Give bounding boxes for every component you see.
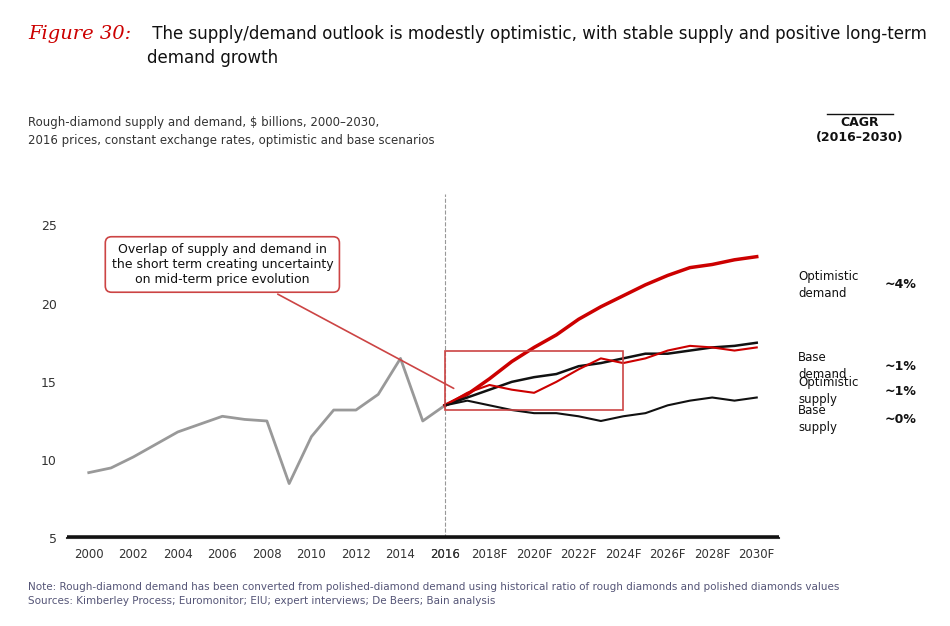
Text: Optimistic
demand: Optimistic demand	[798, 270, 859, 300]
Text: ~1%: ~1%	[884, 360, 917, 372]
Text: The supply/demand outlook is modestly optimistic, with stable supply and positiv: The supply/demand outlook is modestly op…	[147, 25, 927, 66]
Text: Base
supply: Base supply	[798, 404, 837, 434]
Text: CAGR
(2016–2030): CAGR (2016–2030)	[816, 116, 903, 144]
Text: Optimistic
supply: Optimistic supply	[798, 376, 859, 406]
Text: ~1%: ~1%	[884, 385, 917, 398]
Text: ~0%: ~0%	[884, 413, 917, 426]
Text: Base
demand: Base demand	[798, 351, 846, 381]
Text: Rough-diamond supply and demand, $ billions, 2000–2030,
2016 prices, constant ex: Rough-diamond supply and demand, $ billi…	[28, 116, 435, 147]
Text: Overlap of supply and demand in
the short term creating uncertainty
on mid-term : Overlap of supply and demand in the shor…	[111, 243, 454, 388]
Text: ~4%: ~4%	[884, 279, 917, 291]
Text: Figure 30:: Figure 30:	[28, 25, 132, 43]
Text: Note: Rough-diamond demand has been converted from polished-diamond demand using: Note: Rough-diamond demand has been conv…	[28, 582, 840, 606]
